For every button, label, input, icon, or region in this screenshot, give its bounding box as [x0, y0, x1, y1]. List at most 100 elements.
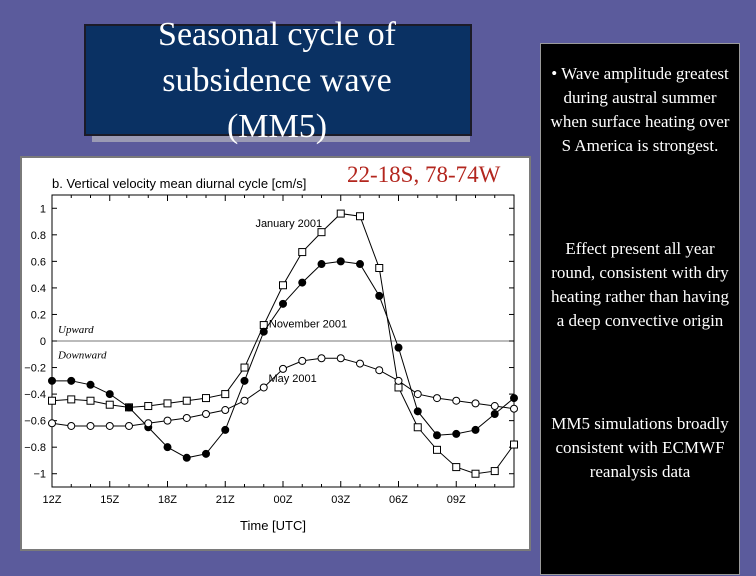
- data-point: [375, 264, 384, 272]
- data-point: [452, 396, 461, 405]
- data-point: [471, 399, 480, 408]
- y-tick-label: −0.4: [24, 389, 46, 401]
- data-point: [394, 383, 403, 392]
- data-point: [433, 445, 441, 454]
- series-november-2001: [48, 257, 518, 462]
- series-line-november-2001: [52, 260, 515, 459]
- data-point: [125, 421, 133, 430]
- data-point: [86, 380, 95, 389]
- data-point: [413, 407, 422, 416]
- data-point: [510, 440, 518, 449]
- data-point: [394, 343, 403, 352]
- data-point: [413, 423, 422, 432]
- data-point: [356, 260, 364, 269]
- data-point: [298, 278, 307, 287]
- data-point: [182, 396, 191, 405]
- x-tick-label: 18Z: [158, 494, 177, 506]
- data-point: [163, 443, 172, 452]
- data-point: [317, 260, 326, 269]
- data-point: [163, 416, 172, 425]
- data-point: [336, 209, 345, 218]
- data-point: [202, 410, 210, 418]
- bullet-amplitude: • Wave amplitude greatest during austral…: [550, 64, 730, 155]
- data-point: [490, 402, 499, 411]
- data-point: [452, 463, 461, 472]
- data-point: [202, 449, 210, 458]
- data-point: [240, 376, 249, 385]
- series-label-may-2001: May 2001: [268, 373, 316, 385]
- data-point: [490, 410, 499, 418]
- y-tick-label: 0.4: [31, 283, 46, 295]
- series-label-november-2001: November 2001: [269, 319, 347, 331]
- data-point: [144, 419, 153, 428]
- downward-label: Downward: [57, 349, 107, 361]
- chart-panel: b. Vertical velocity mean diurnal cycle …: [20, 156, 531, 551]
- data-point: [240, 396, 249, 405]
- data-point: [67, 395, 76, 404]
- data-point: [48, 396, 56, 405]
- data-point: [510, 404, 518, 413]
- data-point: [182, 413, 191, 422]
- title-box: [84, 24, 472, 136]
- region-coordinates-label: 22-18S, 78-74W: [347, 162, 501, 187]
- bullet-mm5-consistent: MM5 simulations broadly consistent with …: [551, 414, 729, 481]
- x-tick-label: 03Z: [331, 494, 350, 506]
- data-point: [433, 431, 441, 440]
- data-point: [279, 281, 287, 290]
- data-point: [490, 467, 499, 476]
- data-point: [182, 453, 191, 462]
- data-point: [279, 299, 287, 308]
- y-tick-label: −0.6: [24, 416, 46, 428]
- data-point: [375, 366, 384, 375]
- data-point: [336, 354, 345, 363]
- y-tick-label: −1: [33, 469, 46, 481]
- y-tick-label: −0.8: [24, 442, 46, 454]
- data-point: [433, 394, 441, 403]
- data-point: [221, 390, 230, 399]
- data-point: [144, 402, 153, 411]
- data-point: [67, 376, 76, 385]
- series-label-january-2001: January 2001: [255, 218, 322, 230]
- data-point: [221, 425, 230, 434]
- data-point: [471, 425, 480, 434]
- data-point: [413, 390, 422, 399]
- data-point: [317, 354, 326, 363]
- data-point: [240, 363, 249, 372]
- diurnal-cycle-chart: b. Vertical velocity mean diurnal cycle …: [24, 176, 518, 533]
- series-january-2001: [48, 209, 518, 478]
- y-tick-label: 1: [40, 203, 46, 215]
- data-point: [317, 228, 326, 237]
- data-point: [298, 248, 307, 257]
- x-axis-label: Time [UTC]: [240, 518, 306, 533]
- data-point: [202, 394, 210, 403]
- data-point: [356, 212, 364, 221]
- data-point: [336, 257, 345, 266]
- y-tick-label: 0.2: [31, 309, 46, 321]
- data-point: [259, 327, 268, 336]
- series-may-2001: [48, 354, 518, 430]
- x-tick-label: 12Z: [43, 494, 62, 506]
- x-tick-label: 09Z: [447, 494, 466, 506]
- x-tick-label: 15Z: [100, 494, 119, 506]
- data-point: [125, 403, 133, 412]
- y-tick-label: 0.8: [31, 230, 46, 242]
- y-tick-label: 0.6: [31, 256, 46, 268]
- bullet-dry-heating: Effect present all year round, consisten…: [551, 239, 729, 330]
- data-point: [105, 421, 114, 430]
- data-point: [394, 376, 403, 385]
- data-point: [452, 429, 461, 438]
- data-point: [48, 419, 56, 428]
- y-tick-label: −0.2: [24, 363, 46, 375]
- data-point: [86, 396, 95, 405]
- data-point: [375, 291, 384, 300]
- data-point: [67, 421, 76, 430]
- data-point: [48, 376, 56, 385]
- data-point: [221, 406, 230, 415]
- data-point: [105, 400, 114, 409]
- data-point: [86, 421, 95, 430]
- data-point: [298, 356, 307, 365]
- text-panel: • Wave amplitude greatest during austral…: [540, 43, 740, 575]
- data-point: [471, 469, 480, 478]
- x-tick-label: 06Z: [389, 494, 408, 506]
- y-tick-label: 0: [40, 336, 46, 348]
